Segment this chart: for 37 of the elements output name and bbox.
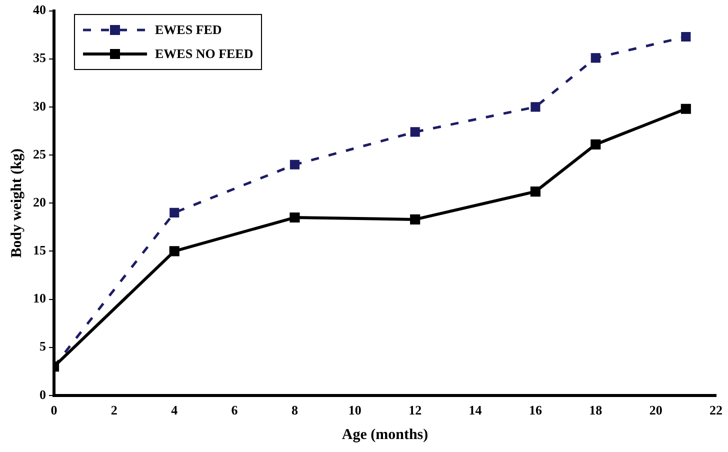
point bbox=[170, 208, 180, 218]
y-tick-label: 5 bbox=[40, 338, 46, 354]
x-tick-label: 4 bbox=[171, 402, 178, 418]
point bbox=[680, 104, 691, 114]
point bbox=[530, 102, 540, 112]
x-tick-label: 22 bbox=[710, 402, 722, 418]
x-tick-label: 0 bbox=[50, 402, 58, 418]
x-tick-label: 10 bbox=[348, 402, 362, 418]
y-tick-label: 0 bbox=[40, 386, 46, 402]
x-tick-label: 16 bbox=[528, 402, 542, 418]
x-tick-label: 20 bbox=[649, 402, 662, 418]
x-tick-label: 14 bbox=[468, 402, 482, 418]
point bbox=[169, 246, 180, 256]
y-tick-label: 35 bbox=[33, 50, 46, 66]
point bbox=[410, 127, 420, 137]
point bbox=[290, 212, 300, 223]
point bbox=[681, 32, 691, 42]
y-tick-label: 15 bbox=[33, 242, 46, 258]
point bbox=[410, 214, 420, 224]
point bbox=[530, 186, 540, 197]
x-tick-label: 6 bbox=[231, 402, 238, 418]
y-tick-label: 10 bbox=[33, 290, 46, 306]
x-tick-label: 2 bbox=[110, 402, 118, 418]
point bbox=[590, 139, 601, 150]
x-tick-label: 18 bbox=[589, 402, 603, 418]
legend-label: EWES FED bbox=[155, 22, 222, 38]
y-tick-label: 20 bbox=[33, 194, 46, 210]
y-tick-label: 25 bbox=[33, 146, 46, 162]
legend-label: EWES NO FEED bbox=[155, 46, 254, 62]
y-tick-label: 30 bbox=[33, 98, 46, 114]
x-tick-label: 12 bbox=[408, 402, 422, 418]
y-axis-title: Body weight (kg) bbox=[8, 148, 25, 258]
y-tick-label: 40 bbox=[33, 2, 46, 18]
point bbox=[590, 53, 600, 63]
x-tick-label: 8 bbox=[291, 402, 298, 418]
x-axis-title: Age (months) bbox=[342, 426, 428, 443]
point bbox=[290, 160, 300, 170]
